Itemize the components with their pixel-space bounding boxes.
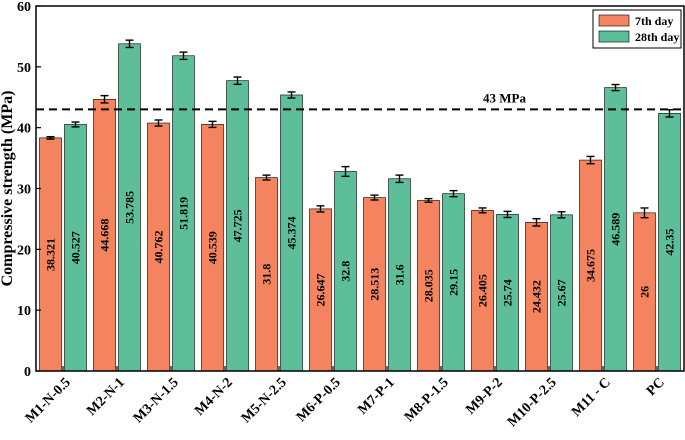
data-label-28th-day-3: 47.725 <box>231 209 245 242</box>
legend-label-28th-day: 28th day <box>635 30 679 44</box>
y-tick-label-1: 10 <box>17 304 31 319</box>
data-label-28th-day-1: 53.785 <box>123 191 137 224</box>
x-tick-label-10: M11 - C <box>569 375 614 420</box>
error-bar-7th-day-2 <box>154 119 163 127</box>
data-label-7th-day-11: 26 <box>638 286 652 298</box>
data-label-28th-day-2: 51.819 <box>177 197 191 230</box>
x-tick-label-3: M4-N-2 <box>192 375 236 419</box>
x-tick-label-8: M9-P-2 <box>463 375 505 417</box>
y-tick-label-4: 40 <box>17 122 31 137</box>
data-label-7th-day-7: 28.035 <box>422 269 436 302</box>
y-tick-label-6: 60 <box>17 0 31 15</box>
data-label-7th-day-2: 40.762 <box>152 231 166 264</box>
error-bar-7th-day-0 <box>46 135 55 140</box>
legend-swatch-28th-day <box>598 30 630 43</box>
error-bar-7th-day-1 <box>100 94 109 104</box>
x-tick-label-7: M8-P-1.5 <box>402 375 452 425</box>
error-bar-28th-day-5 <box>341 165 350 178</box>
y-axis-title: Compressive strength (MPa) <box>0 91 16 287</box>
data-label-28th-day-6: 31.6 <box>393 264 407 285</box>
error-bar-7th-day-8 <box>478 207 487 214</box>
data-label-7th-day-3: 40.539 <box>206 231 220 264</box>
x-tick-label-0: M1-N-0.5 <box>23 375 74 426</box>
data-labels-layer: 38.321 40.527 44.668 53.785 40.762 51.819 40.5… <box>44 191 677 313</box>
x-tick-label-9: M10-P-2.5 <box>505 375 560 430</box>
error-bar-7th-day-3 <box>208 120 217 129</box>
data-label-7th-day-0: 38.321 <box>44 238 58 271</box>
error-bar-7th-day-5 <box>316 205 325 213</box>
bars-layer <box>39 43 681 372</box>
legend-swatch-7th-day <box>598 14 630 27</box>
data-label-28th-day-5: 32.8 <box>339 261 353 282</box>
x-tick-label-4: M5-N-2.5 <box>239 375 290 426</box>
error-bars-layer <box>46 39 674 227</box>
x-tick-label-5: M6-P-0.5 <box>294 375 344 425</box>
error-bar-7th-day-6 <box>370 194 379 201</box>
error-bar-28th-day-9 <box>557 211 566 219</box>
data-label-28th-day-11: 42.35 <box>663 229 677 256</box>
y-tick-label-5: 50 <box>17 61 31 76</box>
error-bar-7th-day-11 <box>640 207 649 219</box>
data-label-7th-day-4: 31.8 <box>260 264 274 285</box>
data-label-28th-day-0: 40.527 <box>69 231 83 264</box>
data-label-7th-day-1: 44.668 <box>98 219 112 252</box>
error-bar-28th-day-6 <box>395 174 404 184</box>
error-bar-28th-day-3 <box>233 76 242 86</box>
x-tick-label-1: M2-N-1 <box>84 375 128 419</box>
x-tick-label-6: M7-P-1 <box>355 375 397 417</box>
error-bar-28th-day-0 <box>71 121 80 128</box>
error-bar-28th-day-4 <box>287 91 296 99</box>
data-label-7th-day-5: 26.647 <box>314 273 328 306</box>
reference-line-label: 43 MPa <box>483 90 526 105</box>
error-bar-7th-day-9 <box>532 218 541 227</box>
data-label-28th-day-7: 29.15 <box>447 269 461 296</box>
data-label-28th-day-9: 25.67 <box>555 279 569 306</box>
x-tick-label-2: M3-N-1.5 <box>131 375 182 426</box>
error-bar-28th-day-10 <box>611 83 620 92</box>
data-label-28th-day-4: 45.374 <box>285 216 299 249</box>
data-label-28th-day-10: 46.589 <box>609 213 623 246</box>
error-bar-28th-day-2 <box>179 51 188 61</box>
error-bar-28th-day-1 <box>125 39 134 49</box>
error-bar-7th-day-7 <box>424 197 433 203</box>
error-bar-7th-day-10 <box>586 155 595 165</box>
error-bar-28th-day-7 <box>449 189 458 198</box>
y-tick-label-0: 0 <box>24 365 31 380</box>
data-label-7th-day-6: 28.513 <box>368 268 382 301</box>
y-tick-label-3: 30 <box>17 183 31 198</box>
error-bar-28th-day-8 <box>503 210 512 219</box>
x-tick-label-11: PC <box>644 375 668 399</box>
y-tick-label-2: 20 <box>17 243 31 258</box>
legend-label-7th-day: 7th day <box>635 14 673 28</box>
data-label-7th-day-9: 24.432 <box>530 280 544 313</box>
data-label-28th-day-8: 25.74 <box>501 279 515 306</box>
data-label-7th-day-10: 34.675 <box>584 249 598 282</box>
data-label-7th-day-8: 26.405 <box>476 274 490 307</box>
error-bar-7th-day-4 <box>262 174 271 181</box>
legend: 7th day 28th day <box>592 9 682 49</box>
